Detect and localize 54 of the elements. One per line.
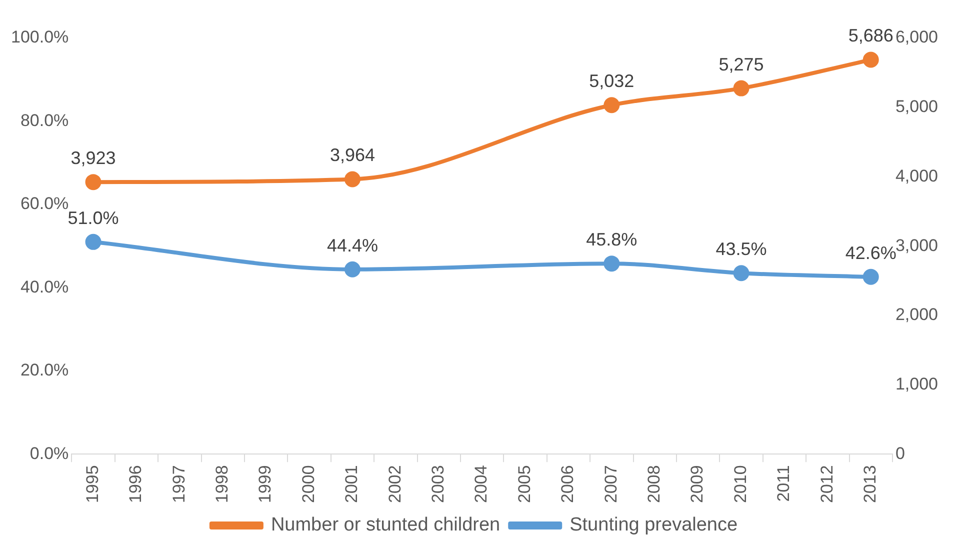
point [344,261,360,278]
point [604,97,620,114]
data-label: 51.0% [68,208,119,228]
x-tick-label: 1996 [126,465,146,504]
x-tick-label: 1995 [82,465,102,504]
point [862,52,879,68]
x-tick-label: 2003 [428,465,448,504]
data-label: 3,923 [70,148,116,168]
y2-tick-label: 2,000 [895,305,938,324]
data-label: 42.6% [845,242,896,263]
y2-tick-label: 4,000 [895,166,938,186]
y-tick-label: 0.0% [30,444,69,463]
x-tick-label: 2010 [730,465,750,504]
data-label: 43.5% [716,239,767,260]
y2-tick-label: 6,000 [895,28,938,47]
y-tick-label: 100.0% [10,28,69,47]
data-label: 44.4% [326,235,378,256]
x-tick-label: 2012 [817,465,836,504]
x-tick-label: 2007 [601,465,620,504]
x-tick-label: 2009 [688,465,707,504]
x-tick-label: 2002 [385,465,404,504]
x-tick-label: 1999 [256,465,275,504]
y2-tick-label: 0 [895,444,905,463]
point [344,171,360,188]
data-label: 3,964 [330,145,375,166]
y2-tick-label: 1,000 [895,374,938,394]
legend-label: Number or stunted children [270,514,500,536]
point [733,80,750,96]
y-tick-label: 80.0% [20,110,69,130]
y2-tick-label: 3,000 [895,236,938,255]
x-tick-label: 2005 [514,465,534,504]
y-tick-label: 20.0% [20,360,69,380]
x-tick-label: 2006 [558,465,578,504]
y-tick-label: 60.0% [20,194,69,214]
x-tick-label: 2001 [342,465,362,504]
x-tick-label: 2004 [472,465,491,504]
x-tick-label: 1997 [169,465,188,504]
point [604,256,620,272]
x-tick-label: 2000 [298,465,318,504]
data-label: 5,686 [848,26,894,46]
point [733,265,750,282]
data-label: 45.8% [586,230,638,250]
point [85,174,102,190]
point [85,234,102,250]
x-tick-label: 2011 [774,465,794,502]
x-tick-label: 2008 [644,465,664,504]
x-tick-label: 2013 [860,465,880,504]
data-label: 5,032 [589,71,634,92]
y2-tick-label: 5,000 [895,97,938,116]
data-label: 5,275 [718,54,764,74]
point [862,268,879,285]
y-tick-label: 40.0% [20,277,69,296]
legend-label: Stunting prevalence [570,514,738,536]
x-tick-label: 1998 [212,465,232,504]
